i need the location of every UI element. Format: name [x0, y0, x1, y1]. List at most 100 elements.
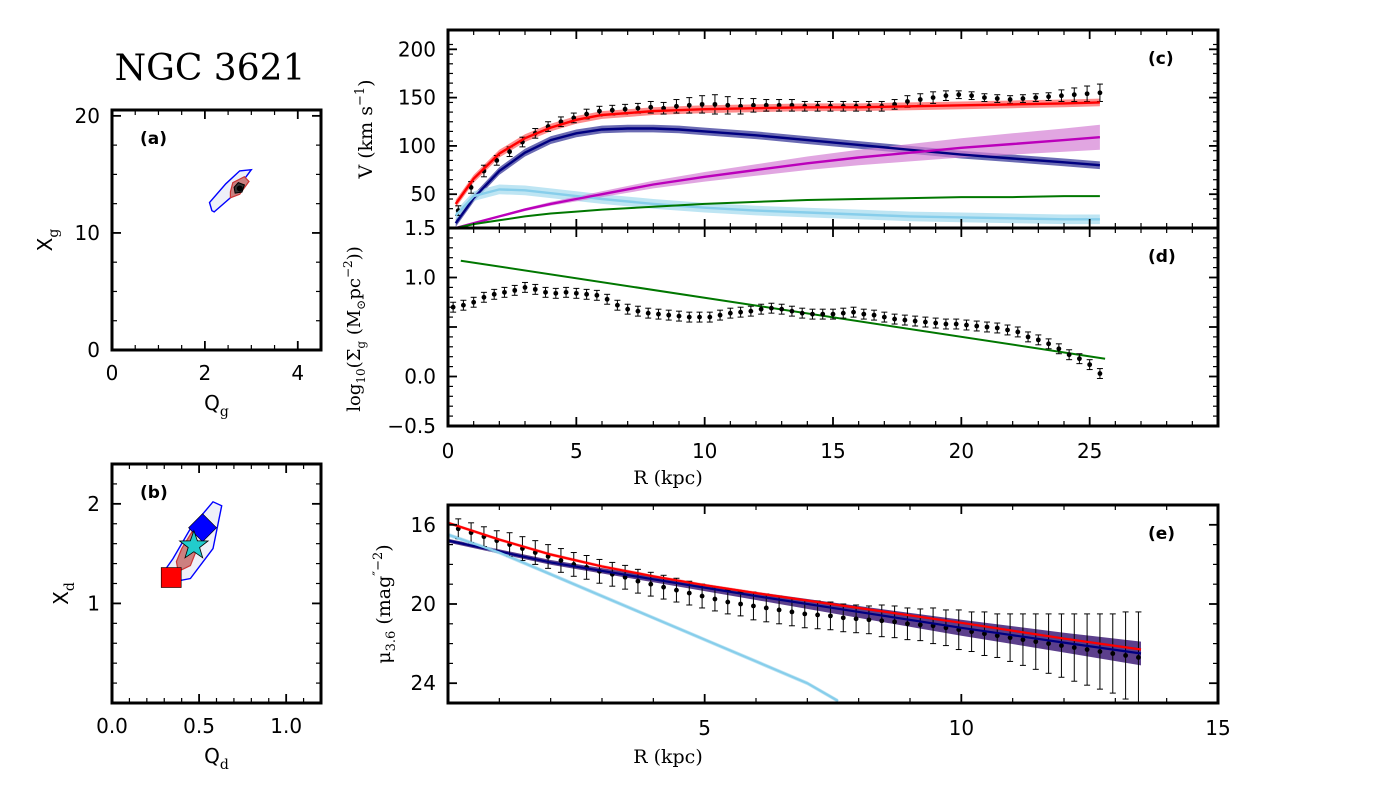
e-label: (e)	[1148, 524, 1175, 544]
panel-b: 0.0 0.5 1.0 1 2 Qd Xd (b)	[49, 462, 323, 773]
d-point-16	[615, 302, 620, 308]
e-point-35	[905, 621, 910, 627]
e-ytick-label-0: 16	[411, 513, 436, 537]
e-point-13	[622, 574, 628, 580]
d-point-17	[625, 306, 631, 312]
d-point-22	[676, 313, 682, 319]
d-point-44	[902, 317, 908, 323]
d-ytick-label-1: 0.0	[404, 365, 436, 389]
a-frame	[110, 108, 323, 352]
c-point-4	[507, 149, 512, 155]
d-point-9	[543, 289, 548, 295]
e-point-51	[1110, 651, 1116, 656]
e-point-32	[866, 617, 872, 623]
d-point-8	[532, 286, 538, 292]
d-xtick-label-3: 15	[820, 439, 845, 463]
c-point-13	[622, 106, 628, 112]
e-point-30	[840, 615, 846, 621]
c-point-49	[1084, 91, 1090, 97]
c-line-halo	[455, 136, 1100, 230]
c-point-45	[1033, 95, 1039, 101]
d-point-54	[1005, 327, 1010, 333]
e-point-50	[1097, 649, 1103, 654]
d-point-26	[717, 312, 723, 318]
b-xtick-label-0: 0.0	[96, 714, 128, 738]
e-point-42	[994, 633, 1000, 639]
d-point-35	[810, 311, 815, 317]
e-point-20	[712, 596, 718, 602]
c-point-18	[686, 102, 692, 108]
e-point-33	[879, 618, 885, 624]
e-point-52	[1123, 653, 1128, 658]
e-line-total	[448, 521, 1142, 651]
c-point-50	[1097, 90, 1103, 96]
e-point-14	[635, 578, 641, 584]
c-point-23	[751, 102, 756, 108]
d-point-45	[912, 318, 918, 324]
d-point-28	[738, 309, 743, 315]
c-point-44	[1020, 96, 1026, 101]
d-point-34	[799, 310, 805, 316]
d-xtick-label-0: 0	[442, 439, 455, 463]
c-line-gas	[455, 195, 1100, 229]
e-point-41	[982, 631, 987, 637]
d-point-56	[1025, 334, 1031, 340]
c-point-10	[584, 111, 589, 117]
e-point-49	[1084, 647, 1090, 652]
c-point-17	[674, 103, 679, 109]
d-xtick-label-1: 5	[570, 439, 583, 463]
d-point-23	[686, 314, 692, 320]
d-point-37	[830, 311, 836, 317]
c-point-47	[1059, 93, 1064, 99]
d-point-18	[635, 308, 641, 314]
d-ytick-label-0: −0.5	[387, 414, 436, 438]
e-point-28	[815, 612, 820, 618]
c-point-14	[635, 105, 641, 111]
d-point-2	[471, 299, 477, 305]
e-point-27	[802, 611, 808, 617]
d-point-33	[789, 308, 795, 314]
d-point-50	[964, 322, 969, 328]
d-point-43	[892, 316, 897, 322]
c-line-stellar_disk	[454, 127, 1100, 224]
e-point-23	[751, 603, 756, 609]
c-line-total	[454, 101, 1100, 205]
d-point-61	[1077, 356, 1082, 362]
b-xlabel: Qd	[204, 744, 229, 773]
e-xlabel: R (kpc)	[633, 746, 703, 768]
d-xtick-label-5: 25	[1077, 439, 1102, 463]
a-xtick-label-0: 0	[106, 361, 119, 385]
e-point-17	[674, 587, 679, 593]
d-point-63	[1097, 371, 1103, 376]
c-point-48	[1071, 92, 1077, 98]
c-point-35	[905, 99, 910, 104]
e-point-25	[776, 607, 782, 613]
b-xtick-label-1: 0.5	[183, 714, 215, 738]
c-point-43	[1007, 97, 1013, 102]
c-ytick-label-2: 100	[398, 134, 436, 158]
d-point-59	[1056, 346, 1062, 352]
d-point-11	[563, 289, 569, 295]
c-label: (c)	[1148, 49, 1174, 69]
a-ylabel: Xg	[33, 229, 62, 252]
e-point-15	[648, 581, 654, 587]
e-plot-area	[448, 518, 1142, 703]
d-point-12	[573, 290, 579, 296]
e-point-43	[1007, 635, 1013, 641]
a-ytick-label-1: 10	[75, 221, 100, 245]
c-point-40	[969, 93, 974, 99]
b-label: (b)	[140, 483, 168, 503]
d-point-53	[994, 325, 1000, 331]
d-point-27	[727, 310, 733, 316]
e-xtick-label-2: 15	[1205, 716, 1230, 740]
d-point-21	[666, 312, 672, 318]
c-ytick-label-3: 150	[398, 86, 436, 110]
d-frame	[446, 226, 1220, 428]
b-ytick-label-1: 2	[87, 492, 100, 516]
a-posterior-peak	[236, 185, 243, 192]
e-ytick-label-2: 24	[411, 671, 436, 695]
panel-c: 50 100 150 200 1.5 V (km s−1) (c)	[353, 28, 1220, 240]
d-point-32	[779, 306, 785, 312]
b-ytick-label-0: 1	[87, 591, 100, 615]
e-point-48	[1071, 645, 1077, 650]
